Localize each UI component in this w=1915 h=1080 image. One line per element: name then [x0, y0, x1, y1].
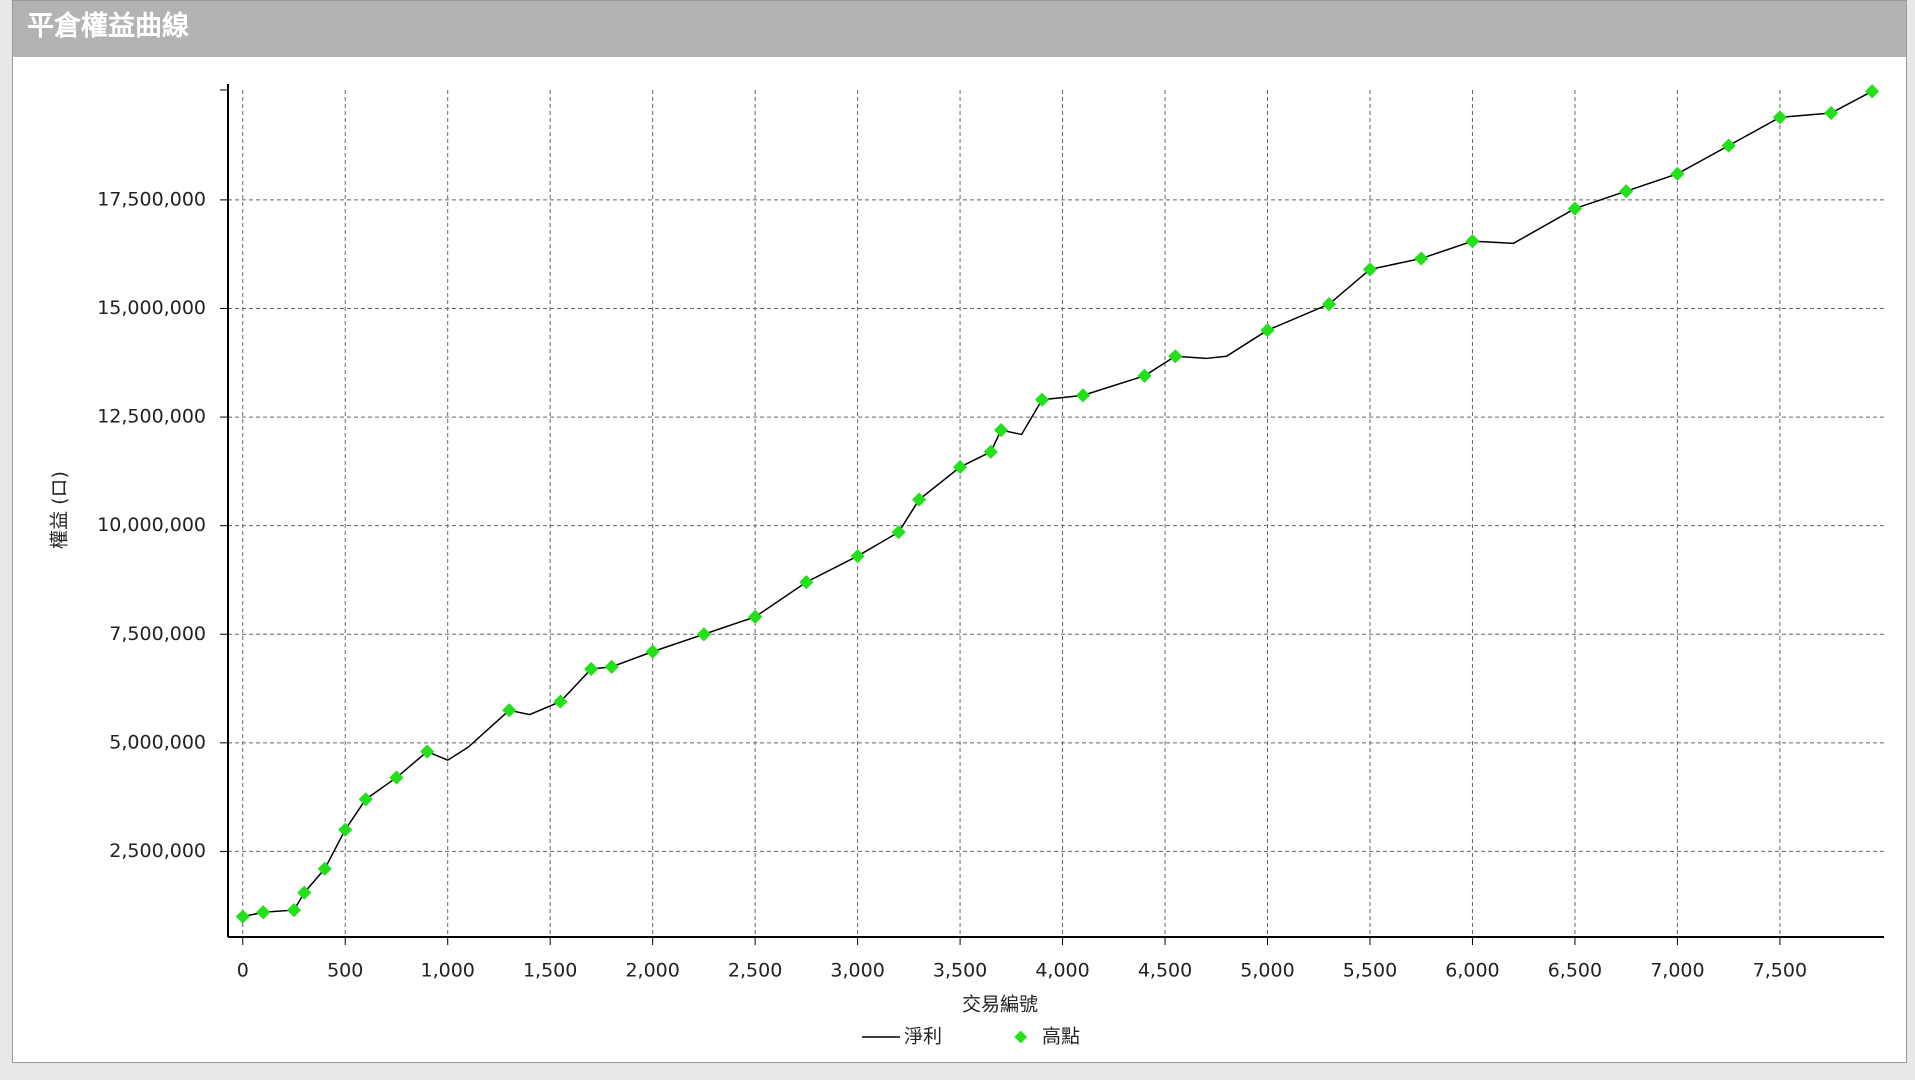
- x-tick-label: 6,500: [1548, 960, 1602, 982]
- high-point: [502, 703, 517, 718]
- high-point: [912, 492, 927, 507]
- x-tick-label: 1,500: [523, 960, 577, 982]
- high-point: [1772, 110, 1787, 125]
- x-tick-label: 5,500: [1343, 960, 1397, 982]
- x-axis-title: 交易編號: [962, 994, 1038, 1016]
- x-tick-label: 2,000: [625, 960, 679, 982]
- high-point: [645, 644, 660, 659]
- high-point: [1824, 105, 1839, 121]
- x-tick-label: 7,000: [1650, 960, 1704, 982]
- high-point: [850, 548, 865, 564]
- high-point: [1567, 201, 1583, 216]
- high-point: [953, 459, 968, 475]
- y-tick-label: 7,500,000: [109, 623, 206, 645]
- high-point: [256, 905, 271, 920]
- high-point: [420, 744, 435, 759]
- high-point: [1721, 138, 1736, 153]
- high-point: [235, 909, 250, 924]
- high-point: [1619, 184, 1634, 199]
- legend-label: 高點: [1042, 1026, 1080, 1048]
- high-point: [1465, 234, 1480, 249]
- y-tick-label: 12,500,000: [97, 406, 206, 428]
- legend-swatch: [1014, 1030, 1028, 1044]
- y-tick-label: 2,500,000: [109, 840, 206, 862]
- x-tick-label: 2,500: [728, 960, 782, 982]
- x-tick-label: 5,000: [1240, 960, 1294, 982]
- x-tick-label: 4,500: [1138, 960, 1192, 982]
- y-tick-label: 15,000,000: [97, 297, 206, 319]
- high-point: [1075, 388, 1091, 403]
- high-point: [994, 423, 1009, 438]
- x-tick-label: 0: [237, 960, 249, 982]
- high-point: [358, 792, 373, 807]
- high-point: [553, 694, 568, 709]
- x-tick-label: 3,500: [933, 960, 987, 982]
- high-point: [1362, 262, 1378, 277]
- high-point: [983, 444, 998, 459]
- legend-label: 淨利: [904, 1026, 942, 1048]
- y-axis-title: 權益 (ロ): [49, 471, 71, 549]
- y-tick-label: 17,500,000: [97, 188, 206, 210]
- high-point: [389, 770, 404, 785]
- high-point: [317, 861, 332, 876]
- high-point: [338, 822, 353, 837]
- high-point: [1260, 323, 1275, 338]
- high-point: [1137, 368, 1152, 383]
- x-tick-label: 6,000: [1445, 960, 1499, 982]
- x-tick-label: 7,500: [1753, 960, 1807, 982]
- x-tick-label: 3,000: [830, 960, 884, 982]
- high-point: [1321, 297, 1337, 312]
- high-point: [584, 661, 599, 677]
- high-point: [799, 575, 814, 590]
- high-point: [891, 525, 906, 540]
- high-point: [696, 627, 711, 642]
- panel: 平倉權益曲線: [12, 0, 1907, 1063]
- high-point: [1168, 349, 1183, 364]
- panel-title: 平倉權益曲線: [13, 1, 1906, 57]
- x-tick-label: 1,000: [421, 960, 475, 982]
- x-tick-label: 500: [327, 960, 363, 982]
- x-tick-label: 4,000: [1035, 960, 1089, 982]
- high-point: [1865, 84, 1880, 99]
- high-point: [297, 885, 312, 900]
- high-point: [1414, 251, 1429, 266]
- high-point: [604, 659, 619, 674]
- high-point: [748, 609, 763, 624]
- y-tick-label: 10,000,000: [97, 514, 206, 536]
- high-point: [1034, 392, 1050, 407]
- high-point: [1670, 166, 1685, 181]
- y-tick-label: 5,000,000: [109, 731, 206, 753]
- equity-line: [242, 90, 1873, 918]
- high-point: [286, 902, 302, 918]
